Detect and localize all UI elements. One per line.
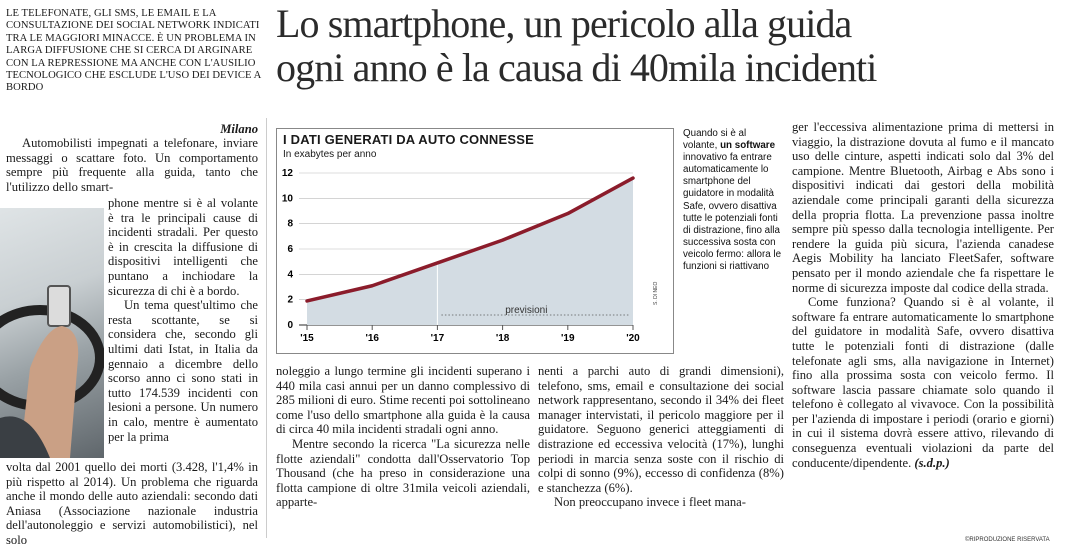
headline-line-1: Lo smartphone, un pericolo alla guida [276,1,852,46]
x-tick-label: '18 [496,333,510,344]
x-tick-label: '17 [431,333,445,344]
article-column-1-wrap: phone mentre si è al volante è tra le pr… [108,196,258,444]
series-line [305,176,635,303]
y-tick-label: 2 [287,295,293,306]
paragraph-come-funziona-text: Come funziona? Quando si è al volante, i… [792,295,1054,470]
y-tick-label: 8 [287,219,293,230]
headline: Lo smartphone, un pericolo alla guida og… [276,2,1061,90]
paragraph-istat: Un tema quest'ultimo che resta scottante… [108,298,258,444]
x-tick-label: '19 [561,333,575,344]
column-divider [266,118,267,538]
dateline-city: Milano [220,122,258,136]
paragraph-fleet-managers: Non preoccupano invece i fleet mana- [554,495,746,510]
sidebar-text-pre: Quando si è al volante, [683,128,747,152]
chart-plot: 0 2 4 6 8 10 12 previsioni '15 '16 '17 '18 '19 '20 S. … [282,168,659,344]
copyright-footer: ©RIPRODUZIONE RISERVATA [965,537,1050,543]
article-column-2: noleggio a lungo termine gli incidenti s… [276,364,530,510]
chart-title: I DATI GENERATI DA AUTO CONNESSE [283,132,535,147]
article-column-1-bottom: volta dal 2001 quello dei morti (3.428, … [6,460,258,548]
chart-ylabel: In exabytes per anno [283,149,377,160]
x-tick-label: '20 [626,333,640,344]
headline-line-2: ogni anno è la causa di 40mila incidenti [276,45,877,90]
paragraph-prevenzione: ger l'eccessiva alimentazione prima di m… [792,120,1054,295]
kicker-text: LE TELEFONATE, GLI SMS, LE EMAIL E LA CO… [6,8,261,94]
paragraph-come-funziona: Come funziona? Quando si è al volante, i… [792,295,1054,470]
x-tick-label: '16 [365,333,379,344]
article-column-1: Milano Automobilisti impegnati a telefon… [6,122,258,194]
sidebar-text-bold: un software [720,140,776,152]
article-column-3: nenti a parchi auto di grandi dimensioni… [538,364,784,510]
paragraph-noleggio: noleggio a lungo termine gli incidenti s… [276,364,530,437]
y-tick-label: 4 [287,269,293,280]
y-tick-label: 12 [282,168,294,179]
sidebar-text-post: innovativo fa entrare automaticamente lo… [683,152,782,273]
chart-box: I DATI GENERATI DA AUTO CONNESSE In exab… [276,128,674,354]
paragraph-intro: Automobilisti impegnati a telefonare, in… [6,136,258,194]
y-tick-label: 6 [287,244,293,255]
driver-phone-photo [0,208,104,458]
article-column-4: ger l'eccessiva alimentazione prima di m… [792,120,1054,470]
paragraph-intro-continued: phone mentre si è al volante è tra le pr… [108,196,258,298]
y-tick-label: 10 [282,193,294,204]
forecast-label: previsioni [505,305,547,316]
chart-credit: S. DI NEO [653,282,659,305]
paragraph-istat-continued: volta dal 2001 quello dei morti (3.428, … [6,460,258,547]
author-signature: (s.d.p.) [914,455,950,470]
paragraph-ricerca: Mentre secondo la ricerca "La sicurezza … [276,436,530,510]
y-tick-label: 0 [287,320,293,331]
x-tick-label: '15 [300,333,314,344]
sidebar-box: Quando si è al volante, un software inno… [683,128,783,273]
paragraph-fleet: nenti a parchi auto di grandi dimensioni… [538,364,784,495]
